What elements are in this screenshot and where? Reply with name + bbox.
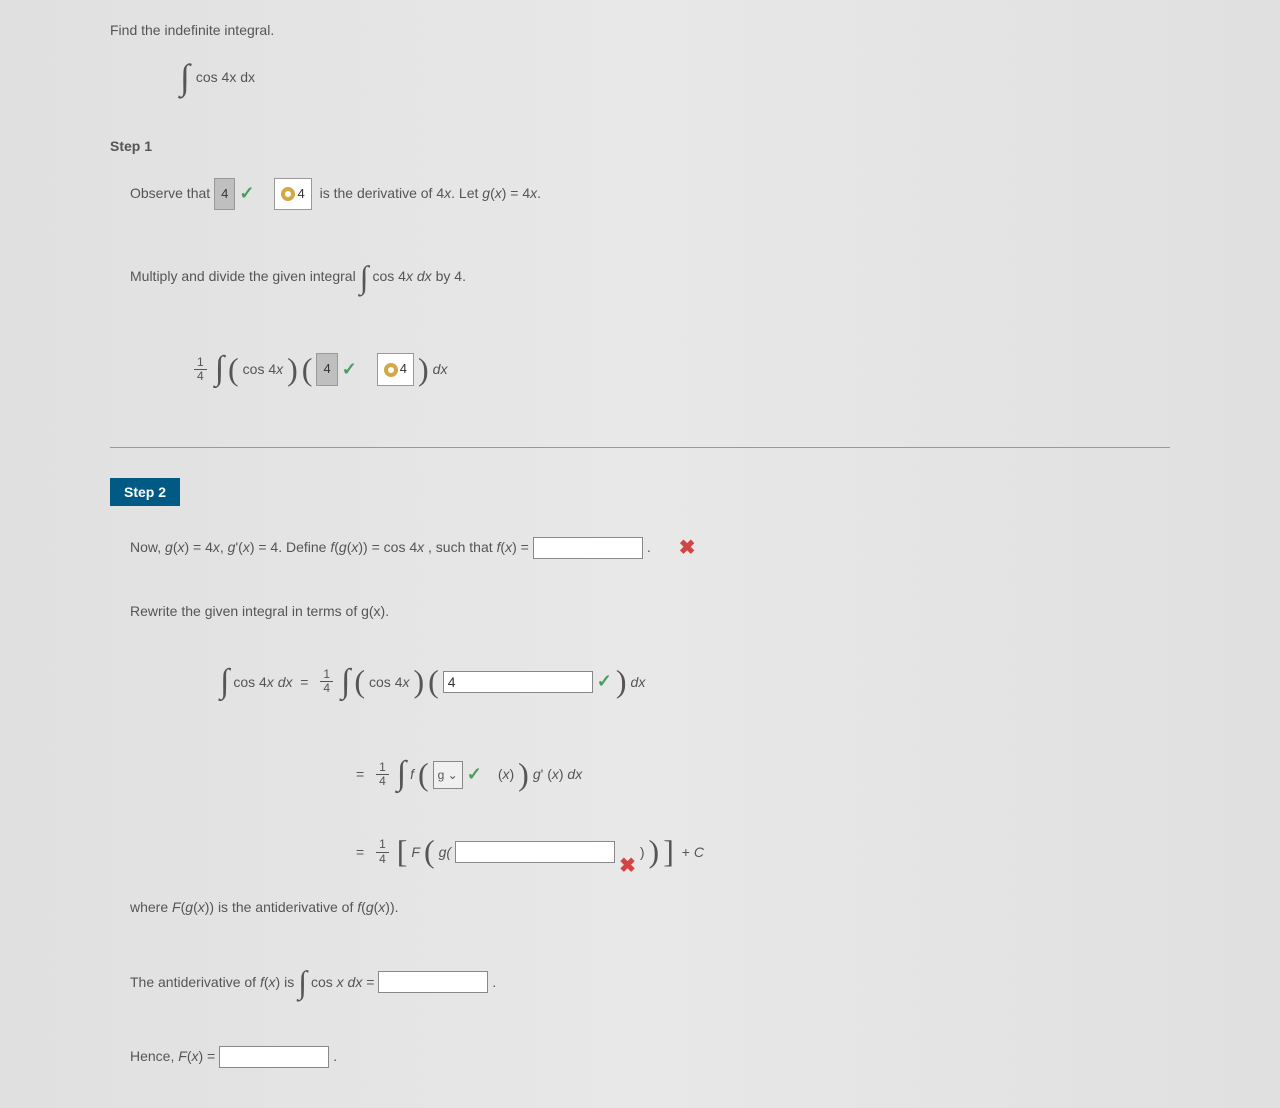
rparen-icon: ) — [649, 839, 660, 865]
text: F — [411, 837, 420, 868]
question-prompt: Find the indefinite integral. — [110, 22, 1170, 38]
answer-input[interactable] — [378, 971, 488, 993]
text: Now, g(x) = 4x, g'(x) = 4. Define f(g(x)… — [130, 532, 529, 563]
text: cos 4x — [369, 667, 409, 698]
lparen-icon: ( — [354, 669, 365, 695]
text: The antiderivative of f(x) is — [130, 967, 294, 998]
rparen-icon: ) — [413, 669, 424, 695]
text: + C — [678, 837, 704, 868]
answer-box-revealed: 4 — [274, 178, 311, 211]
answer-box[interactable]: 4 — [214, 178, 235, 211]
text: Hence, F(x) = — [130, 1041, 215, 1072]
problem-page: Find the indefinite integral. ∫ cos 4x d… — [0, 0, 1280, 1108]
badge-icon — [384, 363, 398, 377]
lparen-icon: ( — [428, 669, 439, 695]
text: (x) — [498, 759, 514, 790]
text: . — [333, 1041, 337, 1072]
fraction: 1 4 — [194, 356, 207, 383]
lparen-icon: ( — [424, 839, 435, 865]
integral-sign-icon: ∫ — [360, 242, 369, 312]
answer-box-revealed: 4 — [377, 353, 414, 386]
answer-input[interactable] — [533, 537, 643, 559]
select-dropdown[interactable]: g ⌄ — [433, 761, 463, 789]
lbracket-icon: [ — [397, 839, 408, 865]
text: cos 4x dx = — [233, 667, 312, 698]
step1-body: Observe that 4 ✓ 4 is the derivative of … — [110, 174, 1170, 407]
integrand-text: cos 4x dx — [196, 69, 255, 85]
where-text: where F(g(x)) is the antiderivative of f… — [130, 892, 1170, 923]
cross-icon: ✖ — [679, 526, 696, 570]
answer-input[interactable] — [219, 1046, 329, 1068]
text: Multiply and divide the given integral — [130, 261, 356, 292]
eq-row-1: ∫ cos 4x dx = 14 ∫ ( cos 4x ) ( 4 ✓ ) dx — [220, 645, 1170, 720]
check-icon: ✓ — [342, 350, 357, 390]
step2-body: Now, g(x) = 4x, g'(x) = 4. Define f(g(x)… — [110, 526, 1170, 1072]
step2-line2: Rewrite the given integral in terms of g… — [130, 596, 1170, 627]
integral-sign-icon: ∫ — [220, 645, 229, 720]
rparen-icon: ) — [418, 357, 429, 383]
text: = — [356, 837, 368, 868]
lparen-icon: ( — [302, 357, 313, 383]
text: Observe that — [130, 178, 210, 209]
text: = — [356, 759, 368, 790]
step2-title: Step 2 — [110, 478, 180, 506]
fraction: 14 — [320, 668, 333, 695]
answer-input[interactable] — [455, 841, 615, 863]
check-icon: ✓ — [239, 174, 254, 214]
text: g( — [439, 837, 451, 868]
answer-box[interactable]: 4 — [316, 353, 337, 386]
step2-line1: Now, g(x) = 4x, g'(x) = 4. Define f(g(x)… — [130, 526, 1170, 570]
text: by 4. — [436, 261, 466, 292]
integral-sign-icon: ∫ — [341, 645, 350, 720]
step1-line1: Observe that 4 ✓ 4 is the derivative of … — [130, 174, 1170, 214]
text: ) — [640, 837, 645, 868]
step1-title: Step 1 — [110, 138, 1170, 154]
cross-icon: ✖ — [619, 855, 636, 877]
lparen-icon: ( — [228, 357, 239, 383]
lparen-icon: ( — [418, 762, 429, 788]
antiderivative-line: The antiderivative of f(x) is ∫ cos x dx… — [130, 947, 1170, 1017]
eq-row-2: = 14 ∫ f ( g ⌄ ✓ (x) ) g' (x) dx — [356, 737, 1170, 812]
text: cos 4x — [243, 354, 283, 385]
equation-block: ∫ cos 4x dx = 14 ∫ ( cos 4x ) ( 4 ✓ ) dx… — [220, 645, 1170, 875]
integral-sign-icon: ∫ — [298, 947, 307, 1017]
integral-expression: ∫ cos 4x dx — [180, 56, 1170, 98]
check-icon: ✓ — [467, 755, 482, 795]
text: dx — [631, 667, 646, 698]
text: . — [492, 967, 496, 998]
divider — [110, 447, 1170, 448]
rparen-icon: ) — [287, 357, 298, 383]
integral-sign-icon: ∫ — [180, 56, 190, 98]
check-icon: ✓ — [597, 662, 612, 702]
chevron-down-icon: ⌄ — [448, 768, 458, 782]
text: cos 4x dx — [372, 261, 431, 292]
integral-sign-icon: ∫ — [215, 332, 224, 407]
text: f — [410, 759, 414, 790]
badge-icon — [281, 187, 295, 201]
integral-sign-icon: ∫ — [397, 737, 406, 812]
answer-input[interactable]: 4 — [443, 671, 593, 693]
text: cos x dx = — [311, 967, 374, 998]
rparen-icon: ) — [518, 762, 529, 788]
step1-line2: Multiply and divide the given integral ∫… — [130, 242, 1170, 312]
fraction: 14 — [376, 838, 389, 865]
fraction: 14 — [376, 761, 389, 788]
text: . — [647, 532, 651, 563]
rbracket-icon: ] — [663, 839, 674, 865]
hence-line: Hence, F(x) = . — [130, 1041, 1170, 1072]
question-block: Find the indefinite integral. ∫ cos 4x d… — [110, 22, 1170, 98]
step1-equation: 1 4 ∫ ( cos 4x ) ( 4 ✓ 4 ) dx — [190, 332, 1170, 407]
rparen-icon: ) — [616, 669, 627, 695]
text: is the derivative of 4x. Let g(x) = 4x. — [316, 178, 541, 209]
eq-row-3: = 14 [ F ( g( ✖ ) ) ] + C — [356, 830, 1170, 874]
text: g' (x) dx — [533, 759, 582, 790]
text: dx — [433, 354, 448, 385]
